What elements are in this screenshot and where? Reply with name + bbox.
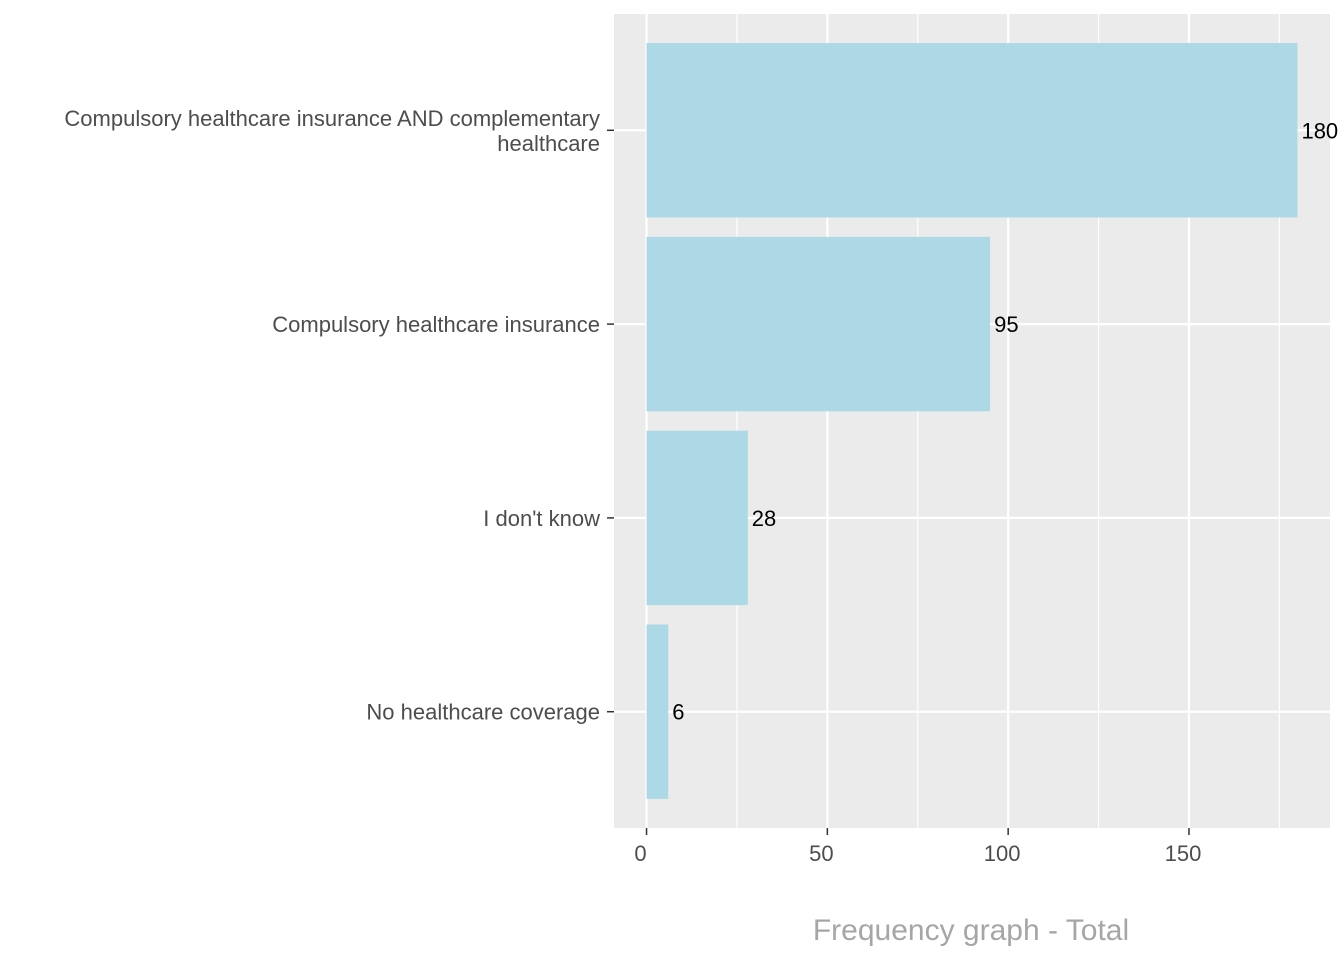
x-axis: 0 50 100 150 bbox=[634, 828, 1201, 866]
bar bbox=[646, 430, 748, 606]
bars bbox=[646, 43, 1298, 799]
x-tick-label: 50 bbox=[809, 841, 833, 866]
data-label: 180 bbox=[1301, 118, 1338, 143]
x-tick-label: 0 bbox=[634, 841, 646, 866]
y-tick-label: Compulsory healthcare insurance AND comp… bbox=[64, 106, 600, 156]
x-axis-title: Frequency graph - Total bbox=[813, 914, 1129, 947]
bar bbox=[646, 624, 669, 799]
data-label: 28 bbox=[752, 506, 776, 531]
data-labels: 180 95 28 6 bbox=[672, 118, 1338, 724]
x-tick-label: 150 bbox=[1165, 841, 1202, 866]
y-axis: Compulsory healthcare insurance AND comp… bbox=[64, 106, 614, 725]
x-tick-label: 100 bbox=[984, 841, 1021, 866]
y-tick-label: No healthcare coverage bbox=[366, 700, 600, 725]
data-label: 95 bbox=[994, 312, 1018, 337]
bar bbox=[646, 43, 1298, 218]
data-label: 6 bbox=[672, 700, 684, 725]
y-tick-label: Compulsory healthcare insurance bbox=[272, 312, 600, 337]
y-tick-label: I don't know bbox=[483, 506, 600, 531]
bar bbox=[646, 236, 991, 412]
